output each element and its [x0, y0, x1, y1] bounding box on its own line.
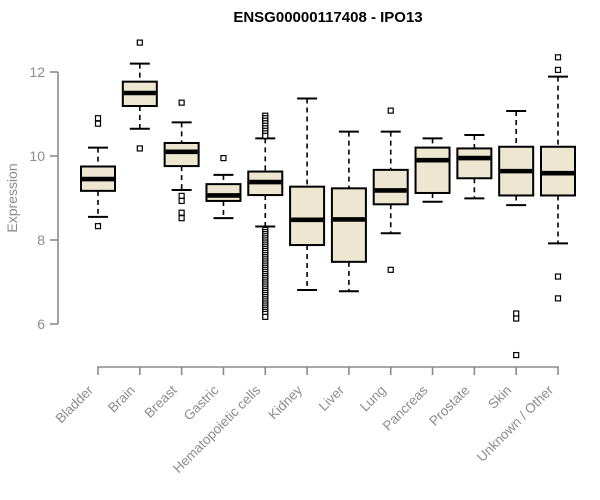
outlier-lung	[387, 266, 394, 273]
box-gastric	[205, 183, 242, 202]
outlier-bladder	[94, 223, 102, 230]
x-tick-label-kidney: Kidney	[265, 382, 305, 422]
box-kidney	[289, 185, 326, 247]
outlier-unknown-other	[554, 66, 562, 74]
y-axis-title: Expression	[4, 163, 20, 232]
outlier-breast	[178, 192, 185, 199]
box-liver	[330, 187, 367, 263]
outlier-skin	[513, 310, 520, 317]
outlier-unknown-other	[554, 54, 562, 61]
outlier-breast	[178, 99, 185, 106]
outlier-skin	[513, 315, 520, 322]
x-tick-label-gastric: Gastric	[181, 382, 222, 423]
y-tick-label: 12	[29, 64, 45, 80]
chart-title: ENSG00000117408 - IPO13	[233, 9, 423, 26]
outlier-hematopoietic-cells	[262, 313, 269, 320]
x-tick-label-unknown-other: Unknown / Other	[474, 382, 557, 465]
x-tick-label-breast: Breast	[142, 382, 180, 420]
outlier-bladder	[94, 115, 102, 122]
y-tick-label: 6	[37, 316, 45, 332]
outlier-brain	[136, 145, 143, 152]
x-tick-label-brain: Brain	[105, 383, 138, 416]
y-tick-label: 8	[37, 232, 45, 248]
box-breast	[163, 141, 200, 168]
x-tick-label-lung: Lung	[357, 383, 389, 415]
outlier-gastric	[220, 155, 227, 162]
outlier-skin	[513, 351, 520, 359]
x-tick-label-pancreas: Pancreas	[380, 382, 431, 433]
x-tick-label-liver: Liver	[316, 382, 348, 414]
box-pancreas	[414, 146, 451, 194]
x-tick-label-bladder: Bladder	[53, 382, 97, 426]
outlier-breast	[178, 197, 185, 205]
x-tick-label-prostate: Prostate	[426, 383, 472, 429]
y-tick-label: 10	[29, 148, 45, 164]
outlier-lung	[387, 107, 394, 114]
outlier-unknown-other	[554, 273, 562, 280]
outlier-brain	[136, 39, 143, 46]
box-lung	[372, 168, 409, 206]
outlier-unknown-other	[554, 295, 562, 302]
box-prostate	[456, 147, 493, 180]
x-tick-label-skin: Skin	[485, 383, 514, 412]
outlier-hematopoietic-cells	[262, 132, 269, 139]
outlier-breast	[178, 209, 185, 216]
outlier-breast	[178, 215, 185, 222]
outlier-bladder	[94, 120, 102, 127]
